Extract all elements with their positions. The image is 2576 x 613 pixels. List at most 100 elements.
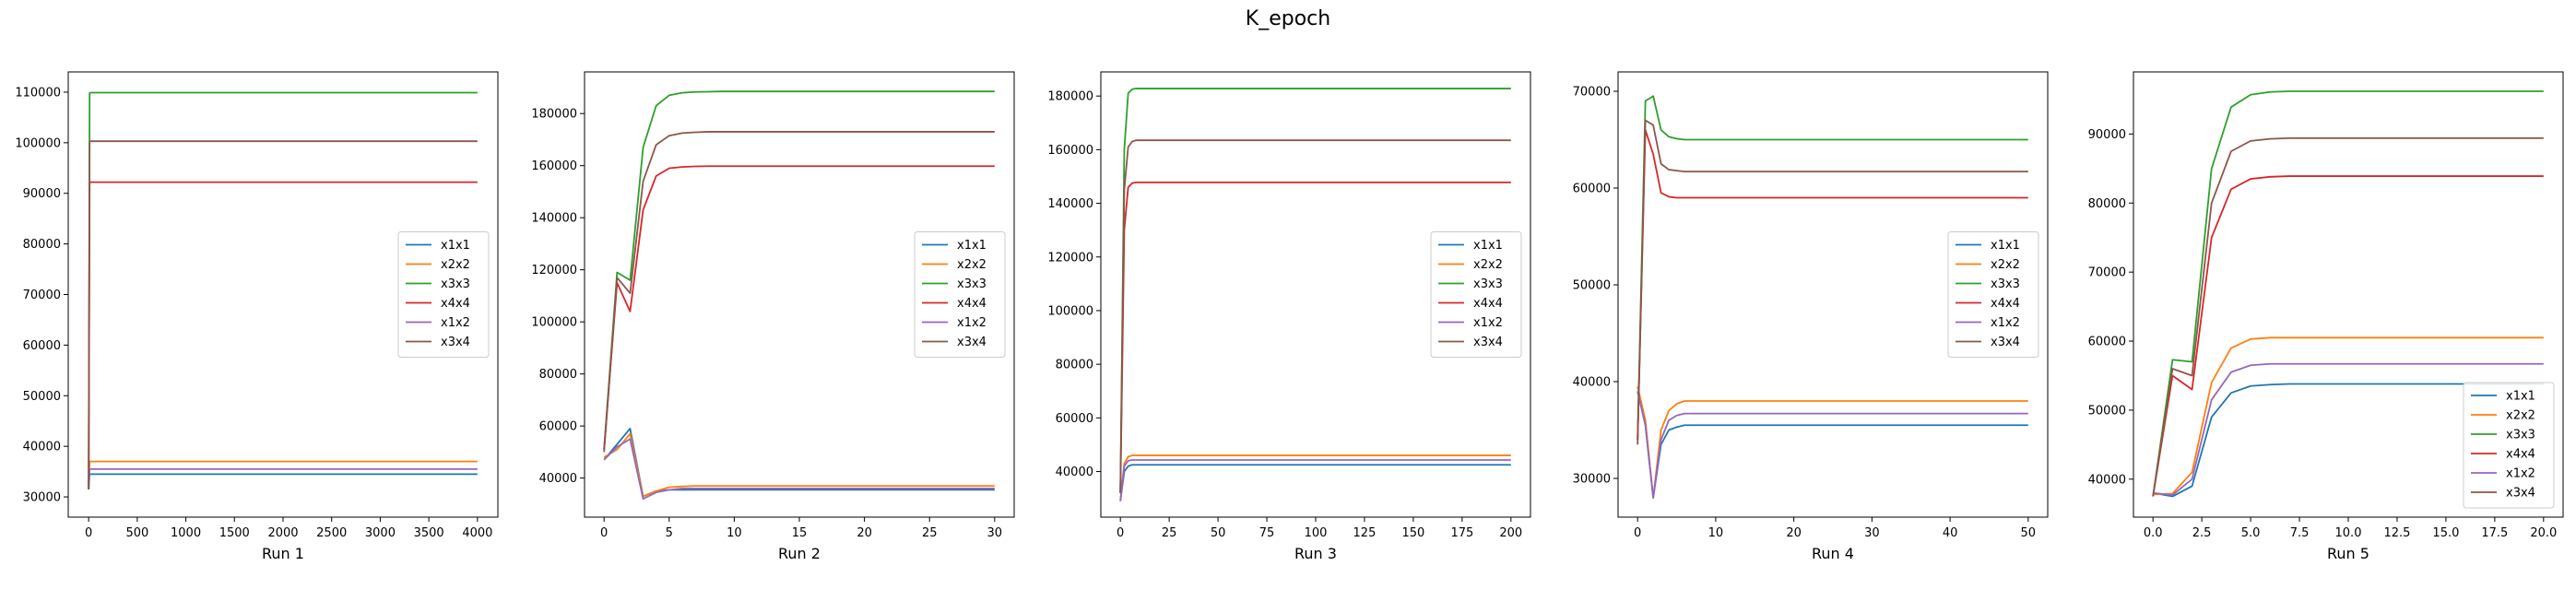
x-tick-label: 25 — [922, 526, 938, 540]
y-tick-label: 100000 — [15, 136, 61, 150]
y-tick-label: 80000 — [2088, 197, 2126, 211]
legend-label-x1x2: x1x2 — [441, 316, 470, 330]
series-line-x1x2 — [1119, 459, 1511, 501]
x-tick-label: 4000 — [462, 526, 492, 540]
y-tick-label: 80000 — [539, 368, 577, 382]
y-tick-label: 180000 — [1047, 90, 1093, 104]
x-tick-label: 2.5 — [2192, 526, 2212, 540]
y-tick-label: 40000 — [1573, 376, 1611, 390]
legend-label-x1x1: x1x1 — [1991, 239, 2020, 253]
legend-label-x1x2: x1x2 — [1991, 316, 2020, 330]
series-line-x1x1 — [1119, 464, 1511, 501]
y-tick-label: 100000 — [1047, 304, 1093, 318]
y-tick-label: 70000 — [23, 289, 61, 302]
x-tick-label: 0 — [600, 526, 608, 540]
legend-label-x4x4: x4x4 — [1991, 297, 2020, 311]
y-tick-label: 50000 — [23, 390, 61, 404]
legend: x1x1 x2x2 x3x3 x4x4 x1x2 x3x4 — [2463, 382, 2555, 509]
x-tick-label: 15.0 — [2432, 526, 2459, 540]
y-tick-label: 70000 — [2088, 266, 2126, 280]
x-tick-label: 3000 — [365, 526, 396, 540]
y-tick-label: 120000 — [531, 264, 577, 277]
y-tick-label: 180000 — [531, 108, 577, 122]
y-tick-label: 60000 — [539, 420, 577, 434]
legend-label-x3x3: x3x3 — [2506, 429, 2535, 442]
legend: x1x1 x2x2 x3x3 x4x4 x1x2 x3x4 — [1430, 231, 1522, 358]
series-line-x3x4 — [2152, 136, 2544, 497]
x-tick-label: 125 — [1353, 526, 1377, 540]
series-line-x3x3 — [1119, 88, 1511, 493]
series-line-x2x2 — [2153, 336, 2544, 496]
legend-label-x3x4: x3x4 — [1991, 336, 2020, 349]
subplot-2: 0 5 10 15 20 25 30 40000 60000 80000 100000 120000 1… — [531, 71, 1015, 562]
series-group — [1637, 95, 2028, 499]
y-tick-label: 110000 — [15, 86, 61, 100]
legend-label-x4x4: x4x4 — [957, 297, 987, 311]
legend-label-x4x4: x4x4 — [2506, 448, 2535, 462]
legend-box — [1430, 231, 1522, 358]
series-group — [88, 91, 478, 489]
x-tick-label: 0 — [1634, 526, 1641, 540]
axes-frame — [1617, 71, 2049, 518]
legend-label-x1x2: x1x2 — [1473, 316, 1503, 330]
legend: x1x1 x2x2 x3x3 x4x4 x1x2 x3x4 — [914, 231, 1006, 358]
x-tick-label: 175 — [1450, 526, 1473, 540]
legend-box — [1947, 231, 2039, 358]
y-tick-label: 90000 — [23, 187, 61, 201]
series-line-x3x4 — [1119, 139, 1511, 493]
x-axis-label: Run 5 — [2327, 545, 2369, 562]
series-line-x1x1 — [1637, 391, 2028, 499]
x-tick-label: 30 — [987, 526, 1003, 540]
x-tick-label: 50 — [1211, 526, 1226, 540]
x-tick-label: 100 — [1305, 526, 1328, 540]
legend-label-x1x1: x1x1 — [957, 239, 987, 253]
series-line-x2x2 — [1119, 454, 1511, 501]
x-tick-label: 1000 — [171, 526, 201, 540]
x-tick-label: 5 — [666, 526, 673, 540]
legend-label-x3x4: x3x4 — [441, 336, 470, 349]
series-group — [603, 90, 995, 501]
x-tick-label: 20 — [857, 526, 872, 540]
legend-label-x2x2: x2x2 — [1991, 258, 2020, 272]
series-group — [1119, 88, 1511, 501]
legend-label-x2x2: x2x2 — [1473, 258, 1503, 272]
y-tick-label: 40000 — [2088, 473, 2126, 487]
x-tick-label: 10.0 — [2335, 526, 2362, 540]
y-tick-label: 30000 — [1573, 473, 1611, 487]
x-tick-label: 5.0 — [2241, 526, 2261, 540]
legend-label-x3x4: x3x4 — [2506, 487, 2535, 501]
figure-title: K_epoch — [1246, 7, 1330, 30]
y-tick-label: 140000 — [1047, 197, 1093, 211]
series-line-x4x4 — [603, 165, 995, 450]
series-line-x1x2 — [88, 467, 478, 489]
x-tick-label: 500 — [125, 526, 148, 540]
legend-label-x3x3: x3x3 — [441, 277, 470, 291]
subplot-panels: 0 500 1000 1500 2000 2500 3000 3500 400030000400… — [15, 71, 2564, 562]
series-line-x1x2 — [603, 438, 995, 501]
y-tick-label: 70000 — [1573, 86, 1611, 100]
legend-label-x3x4: x3x4 — [957, 336, 987, 349]
series-line-x3x3 — [1637, 95, 2028, 441]
y-tick-label: 30000 — [23, 491, 61, 505]
series-line-x1x1 — [88, 473, 478, 489]
x-tick-label: 17.5 — [2481, 526, 2508, 540]
series-line-x2x2 — [603, 432, 995, 498]
x-tick-label: 200 — [1499, 526, 1522, 540]
x-tick-label: 20.0 — [2530, 526, 2557, 540]
legend-label-x2x2: x2x2 — [441, 258, 470, 272]
x-tick-label: 0 — [1117, 526, 1124, 540]
y-tick-label: 160000 — [1047, 144, 1093, 158]
x-tick-label: 2000 — [267, 526, 298, 540]
y-tick-label: 50000 — [2088, 404, 2126, 418]
x-tick-label: 7.5 — [2290, 526, 2310, 540]
legend: x1x1 x2x2 x3x3 x4x4 x1x2 x3x4 — [1947, 231, 2039, 358]
x-tick-label: 20 — [1786, 526, 1802, 540]
series-group — [2152, 90, 2544, 498]
legend-label-x4x4: x4x4 — [1473, 297, 1503, 311]
legend-label-x3x3: x3x3 — [1473, 277, 1503, 291]
y-tick-label: 120000 — [1047, 251, 1093, 265]
x-tick-label: 50 — [2021, 526, 2037, 540]
legend-label-x1x1: x1x1 — [441, 239, 470, 253]
legend-label-x1x2: x1x2 — [957, 316, 987, 330]
